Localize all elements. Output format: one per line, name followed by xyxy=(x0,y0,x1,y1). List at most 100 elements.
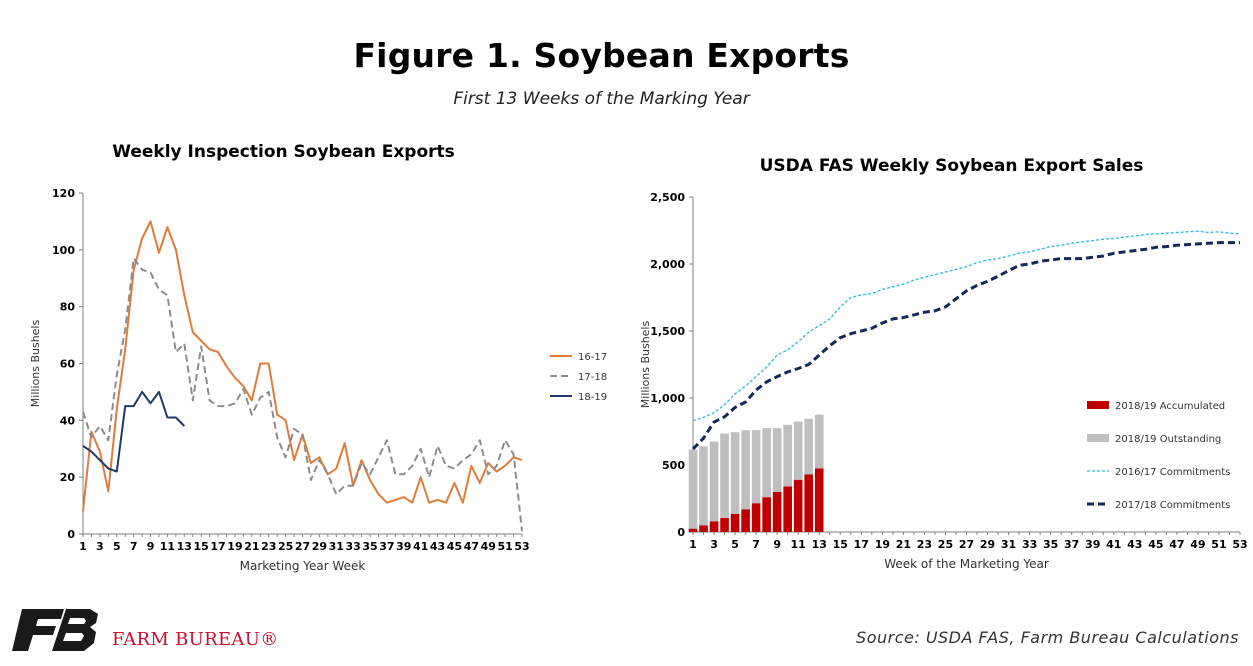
bar-2018-19-accumulated xyxy=(793,479,803,532)
x-tick-label: 43 xyxy=(1127,538,1142,551)
bar-2018-19-accumulated xyxy=(804,474,814,532)
y-tick-label: 0 xyxy=(67,528,75,541)
y-tick-label: 80 xyxy=(60,301,76,314)
x-tick-label: 51 xyxy=(1211,538,1226,551)
bar-2018-19-outstanding xyxy=(730,432,740,514)
x-tick-label: 11 xyxy=(791,538,806,551)
x-tick-label: 53 xyxy=(514,540,529,553)
legend-label: 2016/17 Commitments xyxy=(1115,467,1230,478)
bar-2018-19-accumulated xyxy=(730,513,740,532)
bar-2018-19-outstanding xyxy=(814,414,824,469)
legend-label: 16-17 xyxy=(578,352,607,363)
y-tick-label: 2,500 xyxy=(650,191,685,204)
x-tick-label: 37 xyxy=(1064,538,1079,551)
y-tick-label: 20 xyxy=(60,471,76,484)
x-tick-label: 31 xyxy=(329,540,344,553)
legend-swatch xyxy=(1087,401,1109,409)
x-tick-label: 19 xyxy=(875,538,890,551)
x-tick-label: 7 xyxy=(130,540,138,553)
x-tick-label: 33 xyxy=(1022,538,1037,551)
x-tick-label: 29 xyxy=(312,540,327,553)
y-tick-label: 1,500 xyxy=(650,325,685,338)
bar-2018-19-outstanding xyxy=(804,418,814,475)
chart-title: USDA FAS Weekly Soybean Export Sales xyxy=(760,156,1144,176)
x-tick-label: 45 xyxy=(1148,538,1163,551)
bar-2018-19-accumulated xyxy=(814,468,824,532)
legend-label: 2018/19 Accumulated xyxy=(1115,401,1225,412)
x-tick-label: 15 xyxy=(833,538,848,551)
page-subtitle: First 13 Weeks of the Marking Year xyxy=(453,89,750,109)
legend-label: 2018/19 Outstanding xyxy=(1115,434,1221,445)
bar-2018-19-outstanding xyxy=(751,430,761,504)
x-tick-label: 21 xyxy=(896,538,911,551)
bar-2018-19-accumulated xyxy=(751,503,761,532)
x-axis-label: Marketing Year Week xyxy=(240,559,366,573)
x-tick-label: 7 xyxy=(752,538,760,551)
x-tick-label: 23 xyxy=(261,540,276,553)
x-tick-label: 49 xyxy=(481,540,496,553)
legend-swatch xyxy=(1087,434,1109,442)
x-tick-label: 31 xyxy=(1001,538,1016,551)
x-tick-label: 37 xyxy=(379,540,394,553)
x-tick-label: 3 xyxy=(96,540,104,553)
bar-2018-19-outstanding xyxy=(783,424,792,487)
bar-2018-19-accumulated xyxy=(699,525,708,532)
x-tick-label: 47 xyxy=(1169,538,1184,551)
bar-2018-19-accumulated xyxy=(772,491,782,532)
series-line-2017-18-commitments xyxy=(691,241,1240,450)
y-tick-label: 1,000 xyxy=(650,392,685,405)
x-tick-label: 23 xyxy=(917,538,932,551)
x-tick-label: 39 xyxy=(396,540,411,553)
legend-label: 18-19 xyxy=(578,392,607,403)
x-tick-label: 49 xyxy=(1190,538,1205,551)
x-tick-label: 1 xyxy=(689,538,697,551)
bar-2018-19-accumulated xyxy=(709,521,719,532)
y-tick-label: 0 xyxy=(677,526,685,539)
x-tick-label: 1 xyxy=(79,540,87,553)
x-tick-label: 25 xyxy=(278,540,293,553)
series-line-18-19 xyxy=(82,390,186,473)
export-sales-chart: USDA FAS Weekly Soybean Export Sales 0 500… xyxy=(639,156,1248,571)
x-tick-label: 41 xyxy=(413,540,428,553)
y-tick-label: 2,000 xyxy=(650,258,685,271)
series-line-2016-17-commitments xyxy=(692,230,1241,422)
x-tick-label: 3 xyxy=(710,538,718,551)
x-tick-label: 25 xyxy=(938,538,953,551)
x-tick-label: 5 xyxy=(731,538,739,551)
bar-2018-19-accumulated xyxy=(688,528,698,532)
x-tick-label: 13 xyxy=(812,538,827,551)
y-tick-label: 100 xyxy=(52,244,75,257)
bar-2018-19-outstanding xyxy=(688,449,698,529)
x-tick-label: 53 xyxy=(1232,538,1247,551)
x-tick-label: 11 xyxy=(160,540,175,553)
x-tick-label: 43 xyxy=(430,540,445,553)
bar-2018-19-outstanding xyxy=(709,441,719,522)
legend-label: 17-18 xyxy=(578,372,607,383)
x-tick-label: 35 xyxy=(362,540,377,553)
bar-2018-19-outstanding xyxy=(699,446,708,526)
x-tick-label: 35 xyxy=(1043,538,1058,551)
y-tick-label: 500 xyxy=(662,459,685,472)
x-tick-label: 9 xyxy=(147,540,155,553)
bar-2018-19-outstanding xyxy=(793,421,803,480)
bar-2018-19-outstanding xyxy=(772,428,782,492)
x-tick-label: 39 xyxy=(1085,538,1100,551)
bar-2018-19-accumulated xyxy=(783,486,792,532)
series-line-17-18 xyxy=(82,257,523,532)
y-tick-label: 40 xyxy=(60,414,76,427)
bar-2018-19-accumulated xyxy=(762,497,771,532)
x-tick-label: 21 xyxy=(244,540,259,553)
x-tick-label: 45 xyxy=(447,540,462,553)
x-axis-label: Week of the Marketing Year xyxy=(884,557,1049,571)
x-tick-label: 41 xyxy=(1106,538,1121,551)
y-axis-label: Millions Bushels xyxy=(29,320,42,408)
x-tick-label: 33 xyxy=(345,540,360,553)
x-tick-label: 17 xyxy=(210,540,225,553)
bar-2018-19-accumulated xyxy=(720,517,729,532)
bar-2018-19-outstanding xyxy=(720,433,729,518)
x-tick-label: 17 xyxy=(854,538,869,551)
y-axis-label: Millions Bushels xyxy=(639,321,652,409)
x-tick-label: 13 xyxy=(177,540,192,553)
y-tick-label: 60 xyxy=(60,358,76,371)
farm-bureau-fb-logo-icon xyxy=(12,609,98,651)
